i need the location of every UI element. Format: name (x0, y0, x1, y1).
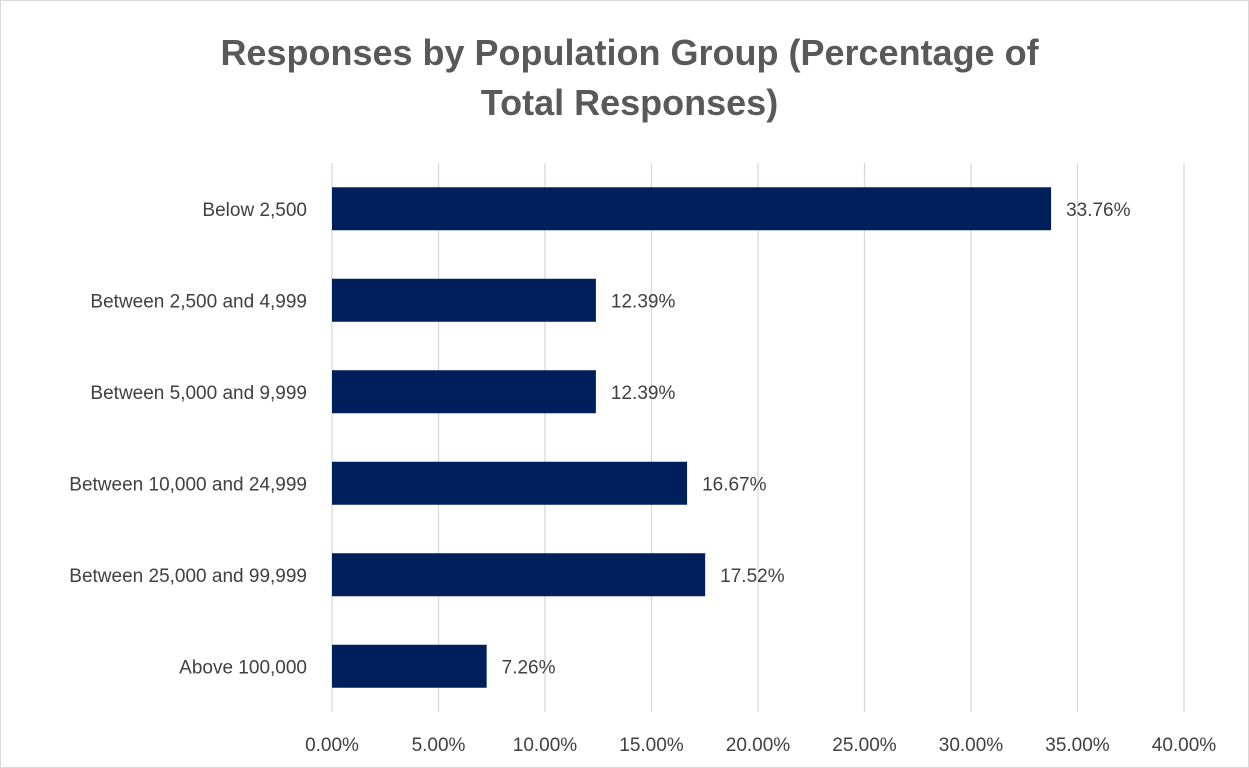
category-label: Between 5,000 and 9,999 (90, 383, 307, 404)
x-tick-label: 25.00% (832, 735, 897, 756)
x-tick-label: 15.00% (619, 735, 684, 756)
category-label: Between 10,000 and 24,999 (69, 474, 307, 495)
chart-title-line-2: Total Responses) (480, 82, 779, 123)
data-label: 12.39% (611, 291, 676, 312)
x-tick-label: 40.00% (1152, 735, 1217, 756)
bar (332, 553, 706, 597)
category-label: Above 100,000 (179, 657, 307, 678)
grid-lines (331, 163, 1185, 712)
x-tick-label: 0.00% (305, 735, 359, 756)
data-label: 33.76% (1066, 200, 1131, 221)
x-tick-label: 10.00% (513, 735, 578, 756)
x-tick-label: 30.00% (939, 735, 1004, 756)
category-labels: Below 2,500 Between 2,500 and 4,999 Betwee… (69, 200, 307, 679)
x-tick-label: 20.00% (726, 735, 791, 756)
chart-title: Responses by Population Group (Percentag… (0, 28, 1249, 128)
bar (332, 644, 487, 688)
chart-title-line-1: Responses by Population Group (Percentag… (220, 32, 1039, 73)
bar (332, 461, 688, 505)
bar (332, 370, 596, 414)
category-label: Between 25,000 and 99,999 (69, 566, 307, 587)
data-labels: 33.76% 12.39% 12.39% 16.67% 17.52% 7.26% (502, 200, 1131, 679)
bars (332, 187, 1052, 688)
x-axis-tick-labels: 0.00% 5.00% 10.00% 15.00% 20.00% 25.00% 30.00%… (305, 735, 1216, 756)
category-label: Between 2,500 and 4,999 (90, 291, 307, 312)
x-tick-label: 5.00% (412, 735, 466, 756)
data-label: 7.26% (502, 657, 556, 678)
data-label: 16.67% (702, 474, 767, 495)
data-label: 12.39% (611, 383, 676, 404)
data-label: 17.52% (720, 566, 785, 587)
bar (332, 187, 1052, 231)
category-label: Below 2,500 (202, 200, 307, 221)
x-tick-label: 35.00% (1045, 735, 1110, 756)
bar (332, 278, 596, 322)
